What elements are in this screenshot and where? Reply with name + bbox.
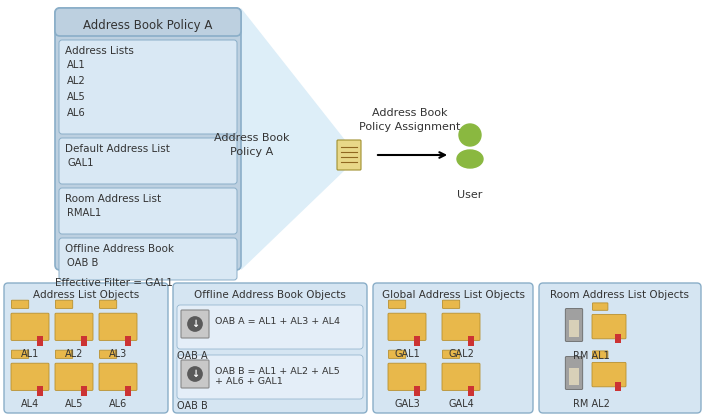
- FancyBboxPatch shape: [592, 362, 626, 387]
- Text: Global Address List Objects: Global Address List Objects: [381, 290, 525, 300]
- FancyBboxPatch shape: [373, 283, 533, 413]
- Text: OAB B: OAB B: [67, 258, 99, 268]
- FancyBboxPatch shape: [59, 238, 237, 280]
- Text: ↓: ↓: [191, 369, 199, 379]
- FancyBboxPatch shape: [177, 305, 363, 349]
- FancyBboxPatch shape: [59, 188, 237, 234]
- Text: Room Address List: Room Address List: [65, 194, 161, 204]
- FancyBboxPatch shape: [55, 8, 241, 36]
- FancyBboxPatch shape: [539, 283, 701, 413]
- Text: User: User: [458, 190, 483, 200]
- FancyBboxPatch shape: [11, 363, 49, 391]
- FancyBboxPatch shape: [565, 309, 583, 341]
- Text: OAB B = AL1 + AL2 + AL5
+ AL6 + GAL1: OAB B = AL1 + AL2 + AL5 + AL6 + GAL1: [215, 367, 340, 386]
- Bar: [125, 336, 131, 346]
- Text: GAL1: GAL1: [67, 158, 94, 168]
- Circle shape: [188, 367, 202, 381]
- FancyBboxPatch shape: [181, 310, 209, 338]
- Bar: [569, 368, 579, 385]
- Text: AL2: AL2: [65, 349, 83, 359]
- FancyBboxPatch shape: [99, 350, 117, 358]
- FancyBboxPatch shape: [99, 363, 137, 391]
- Text: ↓: ↓: [191, 319, 199, 329]
- Text: Address Book
Policy Assignment: Address Book Policy Assignment: [360, 109, 460, 132]
- FancyBboxPatch shape: [11, 300, 29, 308]
- Text: Address List Objects: Address List Objects: [33, 290, 139, 300]
- FancyBboxPatch shape: [99, 300, 117, 308]
- Text: GAL4: GAL4: [448, 399, 474, 409]
- Circle shape: [188, 317, 202, 331]
- Ellipse shape: [457, 150, 483, 168]
- Text: AL6: AL6: [109, 399, 127, 409]
- Bar: [37, 336, 43, 346]
- Bar: [468, 385, 474, 396]
- Circle shape: [459, 124, 481, 146]
- FancyBboxPatch shape: [592, 303, 608, 310]
- Text: RM AL1: RM AL1: [572, 351, 609, 361]
- FancyBboxPatch shape: [11, 350, 29, 358]
- Bar: [415, 385, 420, 396]
- FancyBboxPatch shape: [565, 357, 583, 389]
- FancyBboxPatch shape: [55, 8, 241, 270]
- Text: RMAL1: RMAL1: [67, 208, 102, 218]
- Text: Offline Address Book: Offline Address Book: [65, 244, 174, 254]
- Text: RM AL2: RM AL2: [572, 399, 609, 409]
- FancyBboxPatch shape: [173, 283, 367, 413]
- Text: AL6: AL6: [67, 108, 86, 118]
- FancyBboxPatch shape: [56, 350, 73, 358]
- FancyBboxPatch shape: [59, 40, 237, 134]
- Bar: [415, 336, 420, 346]
- Text: Address Book Policy A: Address Book Policy A: [83, 18, 213, 31]
- Text: Address Lists: Address Lists: [65, 46, 134, 56]
- FancyBboxPatch shape: [4, 283, 168, 413]
- FancyBboxPatch shape: [181, 360, 209, 388]
- FancyBboxPatch shape: [339, 143, 360, 168]
- Bar: [81, 336, 87, 346]
- FancyBboxPatch shape: [59, 138, 237, 184]
- Text: GAL3: GAL3: [394, 399, 420, 409]
- Text: GAL1: GAL1: [394, 349, 420, 359]
- Text: AL3: AL3: [109, 349, 127, 359]
- Text: Effective Filter = GAL1: Effective Filter = GAL1: [55, 278, 173, 288]
- Bar: [81, 385, 87, 396]
- FancyBboxPatch shape: [177, 355, 363, 399]
- Text: OAB A: OAB A: [177, 351, 208, 361]
- FancyBboxPatch shape: [388, 363, 426, 391]
- FancyBboxPatch shape: [388, 300, 405, 308]
- Text: AL5: AL5: [67, 92, 86, 102]
- Bar: [615, 334, 620, 344]
- FancyBboxPatch shape: [56, 300, 73, 308]
- Bar: [37, 385, 43, 396]
- Text: AL5: AL5: [65, 399, 83, 409]
- Bar: [569, 321, 579, 337]
- FancyBboxPatch shape: [55, 363, 93, 391]
- Polygon shape: [241, 8, 345, 270]
- Text: AL1: AL1: [67, 60, 86, 70]
- FancyBboxPatch shape: [442, 313, 480, 340]
- FancyBboxPatch shape: [388, 313, 426, 340]
- FancyBboxPatch shape: [442, 363, 480, 391]
- Bar: [468, 336, 474, 346]
- Text: OAB B: OAB B: [177, 401, 208, 411]
- FancyBboxPatch shape: [11, 313, 49, 340]
- FancyBboxPatch shape: [443, 350, 460, 358]
- FancyBboxPatch shape: [337, 140, 361, 170]
- Text: AL2: AL2: [67, 76, 86, 86]
- Text: GAL2: GAL2: [448, 349, 474, 359]
- Text: OAB A = AL1 + AL3 + AL4: OAB A = AL1 + AL3 + AL4: [215, 317, 340, 326]
- Text: Offline Address Book Objects: Offline Address Book Objects: [194, 290, 346, 300]
- Bar: [125, 385, 131, 396]
- Text: AL4: AL4: [21, 399, 39, 409]
- Text: Default Address List: Default Address List: [65, 144, 170, 154]
- FancyBboxPatch shape: [55, 313, 93, 340]
- Text: AL1: AL1: [21, 349, 39, 359]
- Text: Address Book
Policy A: Address Book Policy A: [214, 133, 290, 157]
- FancyBboxPatch shape: [99, 313, 137, 340]
- FancyBboxPatch shape: [592, 314, 626, 339]
- FancyBboxPatch shape: [443, 300, 460, 308]
- Bar: [615, 383, 620, 391]
- FancyBboxPatch shape: [388, 350, 405, 358]
- Text: Room Address List Objects: Room Address List Objects: [551, 290, 689, 300]
- FancyBboxPatch shape: [592, 351, 608, 358]
